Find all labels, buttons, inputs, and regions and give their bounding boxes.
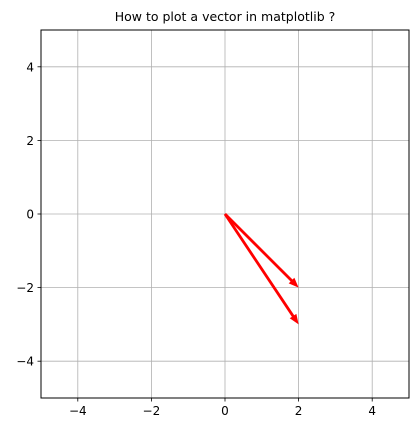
- vector-arrow-shape: [223, 213, 299, 325]
- vector-arrow-shape: [224, 213, 299, 288]
- y-tick-label: 0: [26, 208, 34, 222]
- x-tick-label: −2: [143, 404, 161, 418]
- y-tick-label: 2: [26, 134, 34, 148]
- y-tick-label: 4: [26, 60, 34, 74]
- chart-title: How to plot a vector in matplotlib ?: [115, 9, 336, 24]
- x-tick-label: 4: [368, 404, 376, 418]
- y-tick-label: −4: [16, 355, 34, 369]
- x-tick-label: 0: [221, 404, 229, 418]
- vector-layer: [223, 213, 299, 325]
- vector-arrow: [223, 213, 299, 325]
- x-tick-label: −4: [69, 404, 87, 418]
- vector-arrow: [224, 213, 299, 288]
- x-tick-label: 2: [295, 404, 303, 418]
- ticks: −4 −2 0 2 4 −4 −2 0 2 4: [16, 60, 376, 418]
- y-tick-label: −2: [16, 281, 34, 295]
- grid: [41, 30, 409, 398]
